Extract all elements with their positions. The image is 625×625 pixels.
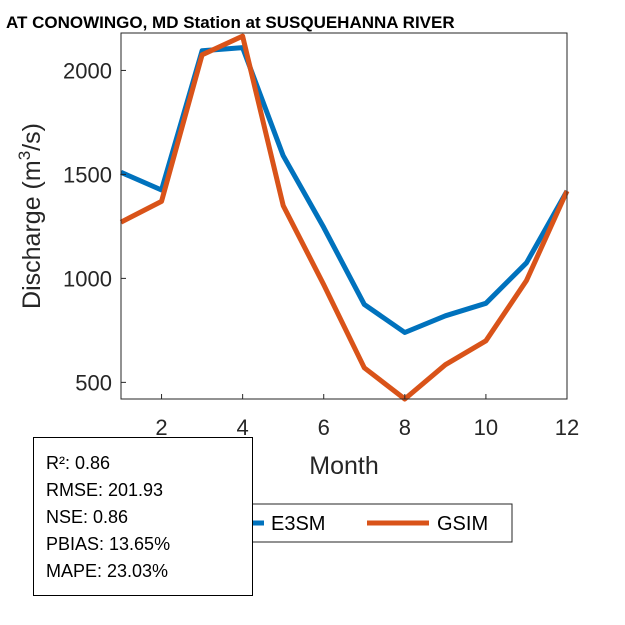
legend-label-e3sm: E3SM	[271, 513, 325, 535]
x-tick-label: 12	[555, 415, 579, 440]
x-tick-label: 10	[474, 415, 498, 440]
series-layer	[119, 33, 570, 402]
stat-pbias: PBIAS: 13.65%	[46, 534, 171, 554]
y-axis-label-main: Discharge (m	[18, 160, 46, 309]
plot-area	[121, 33, 567, 399]
tick-layer: 2 4 6 8 10 12 500 1000 1500 2000	[63, 58, 579, 440]
y-axis-label-sup: 3	[15, 151, 34, 160]
y-axis-label-tail: /s)	[18, 123, 46, 151]
y-tick-label: 500	[75, 370, 112, 395]
plot-frame	[120, 32, 568, 400]
stats-box: R²: 0.86 RMSE: 201.93 NSE: 0.86 PBIAS: 1…	[33, 437, 253, 596]
stat-rmse: RMSE: 201.93	[46, 480, 164, 500]
stat-nse: NSE: 0.86	[46, 507, 129, 527]
x-tick-label: 8	[399, 415, 411, 440]
y-tick-label: 1500	[63, 162, 112, 187]
y-axis-label: Discharge (m3/s)	[15, 123, 46, 309]
series-line-gsim	[119, 33, 570, 402]
x-tick-label: 6	[318, 415, 330, 440]
x-axis-label: Month	[309, 452, 378, 480]
stat-r2: R²: 0.86	[46, 453, 111, 473]
chart-title: AT CONOWINGO, MD Station at SUSQUEHANNA …	[6, 13, 455, 32]
stat-mape: MAPE: 23.03%	[46, 561, 169, 581]
y-tick-label: 2000	[63, 58, 112, 83]
x-tick-label: 2	[155, 415, 167, 440]
legend-label-gsim: GSIM	[437, 513, 488, 535]
x-tick-label: 4	[237, 415, 249, 440]
y-tick-label: 1000	[63, 266, 112, 291]
